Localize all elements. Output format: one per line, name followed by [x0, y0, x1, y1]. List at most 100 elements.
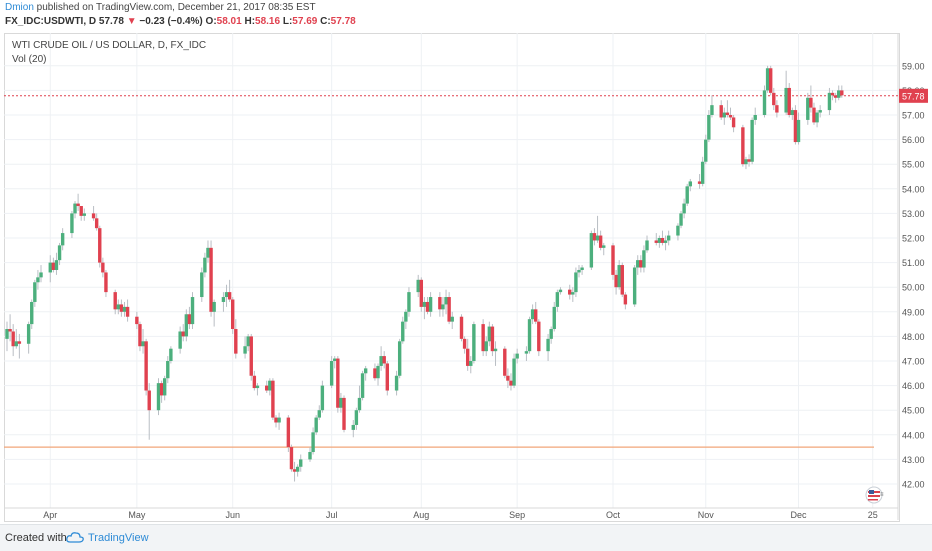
candle[interactable] — [36, 277, 40, 283]
candle[interactable] — [122, 306, 127, 312]
candle[interactable] — [660, 238, 665, 243]
candle[interactable] — [125, 306, 130, 317]
candle[interactable] — [685, 186, 689, 204]
candle[interactable] — [329, 361, 334, 386]
candle[interactable] — [190, 297, 195, 325]
candle[interactable] — [360, 373, 365, 398]
candle[interactable] — [620, 265, 624, 295]
candle[interactable] — [212, 301, 216, 312]
candle[interactable] — [169, 348, 173, 361]
candle[interactable] — [747, 159, 751, 162]
candle[interactable] — [688, 181, 693, 187]
candle[interactable] — [252, 375, 257, 389]
candle[interactable] — [428, 297, 433, 312]
candle[interactable] — [162, 378, 167, 396]
candle[interactable] — [376, 365, 380, 379]
candle[interactable] — [178, 331, 182, 349]
candle[interactable] — [147, 390, 151, 411]
candle[interactable] — [818, 110, 822, 113]
candle[interactable] — [546, 338, 550, 352]
candle[interactable] — [101, 262, 105, 273]
candle[interactable] — [827, 92, 832, 111]
candle[interactable] — [104, 272, 108, 293]
candle[interactable] — [30, 301, 34, 325]
candle[interactable] — [719, 105, 723, 118]
candle[interactable] — [206, 247, 210, 258]
candle[interactable] — [753, 115, 757, 120]
candle[interactable] — [394, 375, 399, 391]
candle[interactable] — [731, 117, 736, 128]
candle[interactable] — [181, 331, 185, 337]
candle[interactable] — [54, 260, 59, 270]
candle[interactable] — [710, 105, 714, 115]
candle[interactable] — [642, 250, 646, 268]
candle[interactable] — [113, 292, 117, 310]
author-link[interactable]: Dmion — [5, 2, 34, 13]
candle[interactable] — [632, 267, 637, 305]
candle[interactable] — [141, 341, 145, 347]
candle[interactable] — [614, 274, 618, 288]
candle[interactable] — [308, 452, 312, 460]
candle[interactable] — [339, 397, 343, 408]
candle[interactable] — [231, 299, 235, 330]
candle[interactable] — [419, 279, 424, 307]
volume-indicator-label[interactable]: Vol (20) — [12, 54, 47, 65]
candle[interactable] — [793, 110, 798, 143]
candle[interactable] — [203, 257, 207, 273]
candle[interactable] — [243, 346, 247, 354]
candle[interactable] — [447, 297, 451, 322]
candle[interactable] — [762, 90, 767, 115]
candle[interactable] — [833, 95, 838, 98]
candle[interactable] — [98, 228, 102, 263]
candle[interactable] — [772, 92, 776, 106]
candle[interactable] — [775, 105, 779, 113]
candle[interactable] — [292, 469, 297, 472]
candle[interactable] — [57, 245, 62, 261]
candle[interactable] — [407, 292, 411, 312]
candle[interactable] — [382, 356, 386, 364]
candle[interactable] — [444, 297, 448, 305]
candle[interactable] — [765, 68, 770, 91]
candle[interactable] — [227, 292, 232, 300]
candle[interactable] — [441, 304, 445, 310]
candle[interactable] — [70, 213, 74, 234]
candle[interactable] — [837, 90, 841, 98]
candle[interactable] — [404, 311, 408, 322]
candle[interactable] — [39, 272, 43, 278]
candle[interactable] — [654, 240, 658, 243]
candle[interactable] — [722, 112, 727, 118]
candle[interactable] — [484, 341, 488, 352]
candle[interactable] — [617, 265, 621, 288]
candle[interactable] — [574, 272, 578, 293]
candle[interactable] — [91, 213, 96, 219]
candle[interactable] — [515, 353, 519, 359]
candle[interactable] — [558, 289, 563, 293]
candle[interactable] — [462, 338, 467, 349]
candle[interactable] — [116, 304, 121, 310]
candle[interactable] — [357, 397, 362, 411]
candle[interactable] — [611, 245, 615, 275]
candle[interactable] — [741, 127, 745, 165]
candle[interactable] — [493, 348, 498, 352]
candle[interactable] — [744, 159, 748, 165]
candle[interactable] — [481, 324, 485, 352]
candle[interactable] — [14, 341, 18, 347]
candle[interactable] — [577, 269, 581, 273]
candle[interactable] — [135, 316, 139, 325]
candle[interactable] — [438, 297, 442, 310]
candle[interactable] — [537, 321, 541, 352]
candle[interactable] — [465, 348, 470, 366]
candle[interactable] — [534, 309, 538, 322]
candle[interactable] — [787, 87, 791, 115]
candle[interactable] — [636, 260, 640, 268]
candle[interactable] — [166, 361, 170, 379]
candle[interactable] — [184, 314, 189, 337]
candle[interactable] — [159, 383, 164, 396]
candle[interactable] — [354, 410, 359, 425]
tradingview-link[interactable]: TradingView — [88, 532, 149, 544]
candle[interactable] — [666, 235, 671, 241]
candle[interactable] — [295, 466, 300, 472]
candle[interactable] — [60, 233, 65, 246]
candle[interactable] — [806, 97, 810, 120]
candle[interactable] — [503, 348, 507, 376]
